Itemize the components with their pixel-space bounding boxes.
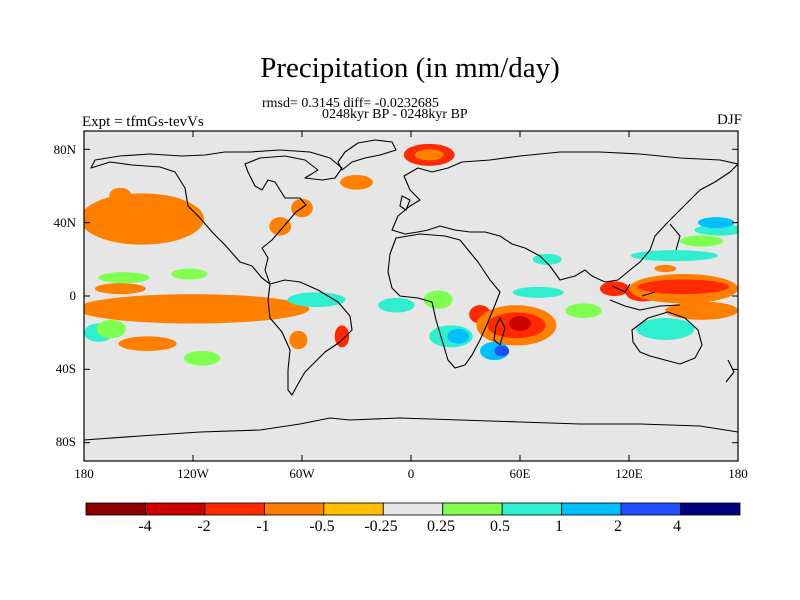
anomaly-region <box>679 235 724 247</box>
anomaly-region <box>509 316 531 331</box>
anomaly-region <box>84 193 204 245</box>
colorbar-tick-label: 0.5 <box>490 518 510 535</box>
colorbar-swatch <box>680 502 741 516</box>
y-tick-label: 40N <box>53 215 76 230</box>
anomaly-region <box>118 336 177 351</box>
subtitle: 0248kyr BP - 0248kyr BP <box>322 107 468 122</box>
y-tick-label: 40S <box>55 361 76 376</box>
anomaly-region <box>96 319 126 339</box>
coastline-australia <box>631 311 703 365</box>
anomaly-region <box>447 329 470 344</box>
colorbar-tick-label: -0.5 <box>309 518 335 535</box>
anomaly-region <box>636 318 695 340</box>
colorbar-tick-label: 0.25 <box>427 518 455 535</box>
anomaly-region <box>638 279 729 295</box>
coastline-antarctica <box>84 417 738 441</box>
colorbar-swatch <box>145 502 206 516</box>
colorbar-swatch <box>85 502 146 516</box>
coastline-indonesia <box>609 283 681 311</box>
colorbar-swatch <box>501 502 563 516</box>
axis-ticks <box>83 131 739 461</box>
coastline-madagascar <box>493 317 506 346</box>
x-tick-label: 120E <box>615 466 643 481</box>
colorbar-swatch <box>263 502 325 516</box>
coastline-layer <box>84 139 738 441</box>
colorbar-tick-label: -4 <box>138 518 152 535</box>
anomaly-region <box>98 272 150 284</box>
coastline-south-america <box>267 279 353 396</box>
colorbar-swatch <box>323 502 384 516</box>
anomaly-region <box>494 345 510 357</box>
anomaly-region <box>171 268 208 280</box>
colorbar-tick-label: -2 <box>197 518 211 535</box>
x-tick-label: 120W <box>177 466 209 481</box>
colorbar-swatch <box>442 502 503 516</box>
x-tick-label: 0 <box>407 466 415 481</box>
stats-line: rmsd= 0.3145 diff= -0.0232685 <box>262 96 439 111</box>
colorbar-tick-label: 1 <box>555 518 563 535</box>
anomaly-region <box>654 264 677 273</box>
colorbar-swatch <box>382 502 444 516</box>
anomaly-region <box>340 175 373 190</box>
anomaly-region <box>183 351 221 366</box>
anomaly-region <box>378 297 415 313</box>
anomaly-region <box>287 292 346 307</box>
colorbar-tick-label: 2 <box>614 518 622 535</box>
anomaly-region <box>423 290 453 309</box>
anomaly-region <box>269 217 292 236</box>
anomaly-region <box>94 283 146 295</box>
anomaly-layer <box>84 143 738 366</box>
anomaly-region <box>599 281 629 296</box>
colorbar-swatch <box>561 502 622 516</box>
anomaly-region <box>698 217 735 229</box>
colorbar-swatch <box>204 502 265 516</box>
coastline-new-zealand <box>725 359 735 383</box>
coastline-africa <box>387 233 501 369</box>
experiment-label: Expt = tfmGs-tevVs <box>82 114 204 130</box>
chart-title: Precipitation (in mm/day) <box>260 52 560 84</box>
coastline-japan <box>669 223 681 251</box>
y-tick-label: 80S <box>55 434 76 449</box>
anomaly-region <box>694 224 738 236</box>
x-tick-label: 60E <box>509 466 531 481</box>
colorbar-tick-label: -0.25 <box>364 518 398 535</box>
coastline-british-isles <box>399 195 411 211</box>
x-tick-label: 60W <box>289 466 315 481</box>
x-tick-label: 180 <box>74 466 94 481</box>
colorbar <box>85 502 741 516</box>
x-tick-label: 180 <box>728 466 748 481</box>
coastline-north-america <box>90 149 343 285</box>
anomaly-region <box>630 250 719 262</box>
anomaly-region <box>414 149 444 161</box>
anomaly-region <box>565 303 602 318</box>
anomaly-region <box>665 301 738 320</box>
colorbar-swatch <box>620 502 681 516</box>
y-tick-label: 80N <box>53 142 76 157</box>
season-label: DJF <box>716 112 742 128</box>
anomaly-region <box>512 286 564 298</box>
colorbar-tick-label: 4 <box>673 518 681 535</box>
coastline-eurasia <box>391 151 738 283</box>
anomaly-region <box>289 330 308 350</box>
colorbar-tick-label: -1 <box>256 518 270 535</box>
anomaly-region <box>84 294 310 324</box>
y-tick-label: 0 <box>69 288 77 303</box>
coastline-greenland <box>337 139 397 171</box>
anomaly-region <box>334 325 350 348</box>
anomaly-region <box>109 187 132 203</box>
